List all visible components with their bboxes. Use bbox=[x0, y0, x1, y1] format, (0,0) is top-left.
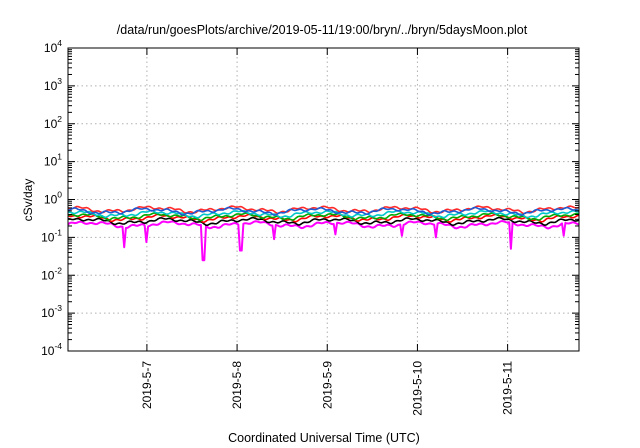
y-tick-label-exponent: -1 bbox=[54, 227, 62, 237]
series-line-0 bbox=[67, 220, 580, 262]
y-tick-label-base: 10 bbox=[44, 155, 58, 169]
series-line-1 bbox=[67, 216, 580, 227]
y-tick-label-base: 10 bbox=[41, 344, 55, 358]
y-tick-label-exponent: -2 bbox=[54, 265, 62, 275]
y-tick-label: 104 bbox=[44, 38, 62, 55]
y-tick-label-base: 10 bbox=[41, 268, 55, 282]
y-tick-label: 101 bbox=[44, 152, 62, 169]
y-tick-label-base: 10 bbox=[44, 79, 58, 93]
y-tick-label: 103 bbox=[44, 76, 62, 93]
y-axis-label: cSv/day bbox=[21, 179, 35, 222]
y-tick-label-base: 10 bbox=[44, 193, 58, 207]
grid bbox=[68, 48, 579, 351]
y-tick-label-base: 10 bbox=[41, 230, 55, 244]
y-tick-label: 102 bbox=[44, 114, 62, 131]
y-tick-label-exponent: -3 bbox=[54, 303, 62, 313]
series-group bbox=[67, 205, 580, 262]
y-tick-label: 100 bbox=[44, 190, 62, 207]
y-tick-label-exponent: 1 bbox=[57, 152, 62, 162]
chart-title: /data/run/goesPlots/archive/2019-05-11/1… bbox=[117, 23, 528, 37]
y-tick-label: 10-3 bbox=[41, 303, 62, 320]
x-tick-label: 2019-5-9 bbox=[320, 361, 334, 409]
y-tick-label-exponent: -4 bbox=[54, 341, 62, 351]
y-tick-label-base: 10 bbox=[41, 306, 55, 320]
x-axis-label: Coordinated Universal Time (UTC) bbox=[228, 431, 420, 445]
y-tick-label: 10-2 bbox=[41, 265, 62, 282]
y-tick-label-exponent: 0 bbox=[57, 190, 62, 200]
y-tick-label-exponent: 3 bbox=[57, 76, 62, 86]
series-line-6 bbox=[67, 206, 580, 217]
y-tick-label-exponent: 4 bbox=[57, 38, 62, 48]
x-tick-label: 2019-5-8 bbox=[230, 361, 244, 409]
y-tick-label-base: 10 bbox=[44, 41, 58, 55]
x-tick-label: 2019-5-11 bbox=[501, 361, 515, 415]
y-tick-label: 10-1 bbox=[41, 227, 62, 244]
y-tick-label: 10-4 bbox=[41, 341, 62, 358]
x-tick-label: 2019-5-10 bbox=[410, 361, 424, 416]
y-tick-label-base: 10 bbox=[44, 117, 58, 131]
y-tick-label-exponent: 2 bbox=[57, 114, 62, 124]
x-tick-label: 2019-5-7 bbox=[140, 361, 154, 409]
